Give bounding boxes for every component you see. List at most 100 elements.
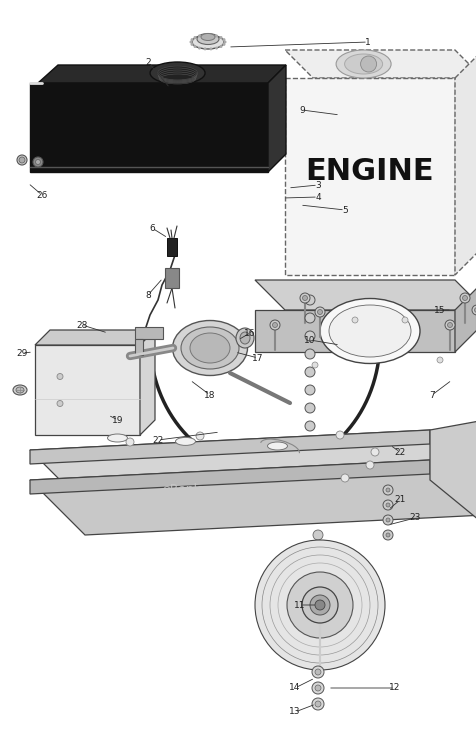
- Circle shape: [270, 320, 280, 330]
- Circle shape: [305, 385, 315, 395]
- Text: 8: 8: [145, 290, 151, 299]
- Circle shape: [317, 309, 323, 315]
- Polygon shape: [167, 238, 177, 256]
- Circle shape: [310, 595, 330, 615]
- Text: 7: 7: [429, 390, 435, 400]
- Circle shape: [315, 669, 321, 675]
- Text: 6: 6: [149, 223, 155, 232]
- Circle shape: [209, 34, 212, 37]
- Circle shape: [361, 56, 377, 72]
- Circle shape: [190, 43, 194, 46]
- Circle shape: [352, 317, 358, 323]
- Circle shape: [315, 600, 325, 610]
- Text: 12: 12: [389, 684, 401, 692]
- Circle shape: [219, 45, 222, 48]
- Circle shape: [305, 313, 315, 323]
- Circle shape: [460, 293, 470, 303]
- Text: 17: 17: [252, 354, 264, 362]
- Polygon shape: [268, 65, 286, 172]
- Circle shape: [371, 448, 379, 456]
- Ellipse shape: [192, 35, 224, 49]
- Text: 26: 26: [36, 190, 48, 199]
- Circle shape: [313, 572, 323, 582]
- Text: 2: 2: [145, 57, 151, 66]
- Text: 11: 11: [294, 600, 306, 609]
- Ellipse shape: [329, 305, 411, 357]
- Text: 18: 18: [204, 390, 216, 400]
- Polygon shape: [30, 430, 430, 464]
- Text: 22: 22: [395, 448, 406, 456]
- Text: 1: 1: [365, 37, 371, 46]
- Polygon shape: [35, 345, 140, 435]
- Circle shape: [190, 38, 194, 41]
- Circle shape: [36, 159, 40, 165]
- Polygon shape: [455, 50, 476, 275]
- Circle shape: [312, 682, 324, 694]
- Circle shape: [312, 666, 324, 678]
- Circle shape: [198, 35, 201, 37]
- Circle shape: [386, 533, 390, 537]
- Polygon shape: [255, 280, 476, 310]
- Circle shape: [386, 488, 390, 492]
- Ellipse shape: [201, 34, 215, 40]
- Circle shape: [315, 685, 321, 691]
- Circle shape: [272, 323, 278, 328]
- Circle shape: [219, 36, 222, 39]
- Circle shape: [57, 401, 63, 406]
- Text: 19: 19: [112, 415, 124, 425]
- Ellipse shape: [268, 442, 288, 450]
- Text: 10: 10: [304, 335, 316, 345]
- Circle shape: [475, 307, 476, 312]
- Circle shape: [222, 38, 226, 41]
- Text: 21: 21: [394, 495, 406, 504]
- Ellipse shape: [150, 62, 205, 84]
- Circle shape: [383, 515, 393, 525]
- Circle shape: [209, 47, 212, 51]
- Circle shape: [287, 572, 353, 638]
- Polygon shape: [285, 78, 455, 275]
- Text: 5: 5: [342, 206, 348, 215]
- Ellipse shape: [16, 387, 24, 393]
- Polygon shape: [165, 268, 179, 288]
- Text: 29: 29: [16, 348, 28, 357]
- Circle shape: [215, 46, 218, 49]
- Circle shape: [189, 40, 192, 43]
- Circle shape: [305, 421, 315, 431]
- Ellipse shape: [345, 54, 383, 74]
- Circle shape: [204, 47, 207, 51]
- Circle shape: [315, 307, 325, 317]
- Circle shape: [198, 46, 201, 49]
- Circle shape: [126, 438, 134, 446]
- Circle shape: [336, 431, 344, 439]
- Polygon shape: [140, 330, 155, 435]
- Circle shape: [386, 518, 390, 522]
- Text: 28: 28: [76, 320, 88, 329]
- Ellipse shape: [190, 333, 230, 363]
- Circle shape: [193, 45, 197, 48]
- Polygon shape: [35, 330, 155, 345]
- Polygon shape: [30, 83, 268, 172]
- Circle shape: [313, 530, 323, 540]
- Polygon shape: [285, 50, 476, 78]
- Ellipse shape: [197, 34, 219, 45]
- Circle shape: [312, 698, 324, 710]
- Ellipse shape: [176, 437, 196, 445]
- Text: eReplacementParts.com: eReplacementParts.com: [162, 484, 314, 497]
- Circle shape: [447, 323, 453, 328]
- Polygon shape: [30, 460, 430, 494]
- Circle shape: [17, 155, 27, 165]
- Circle shape: [305, 295, 315, 305]
- Polygon shape: [135, 327, 163, 339]
- Text: 16: 16: [244, 329, 256, 337]
- Circle shape: [383, 530, 393, 540]
- Ellipse shape: [181, 327, 239, 369]
- Circle shape: [313, 558, 323, 568]
- Text: 15: 15: [434, 306, 446, 315]
- Circle shape: [305, 367, 315, 377]
- Ellipse shape: [13, 385, 27, 395]
- Polygon shape: [255, 310, 455, 352]
- Circle shape: [193, 36, 197, 39]
- Circle shape: [19, 157, 25, 163]
- Circle shape: [302, 587, 338, 623]
- Circle shape: [305, 349, 315, 359]
